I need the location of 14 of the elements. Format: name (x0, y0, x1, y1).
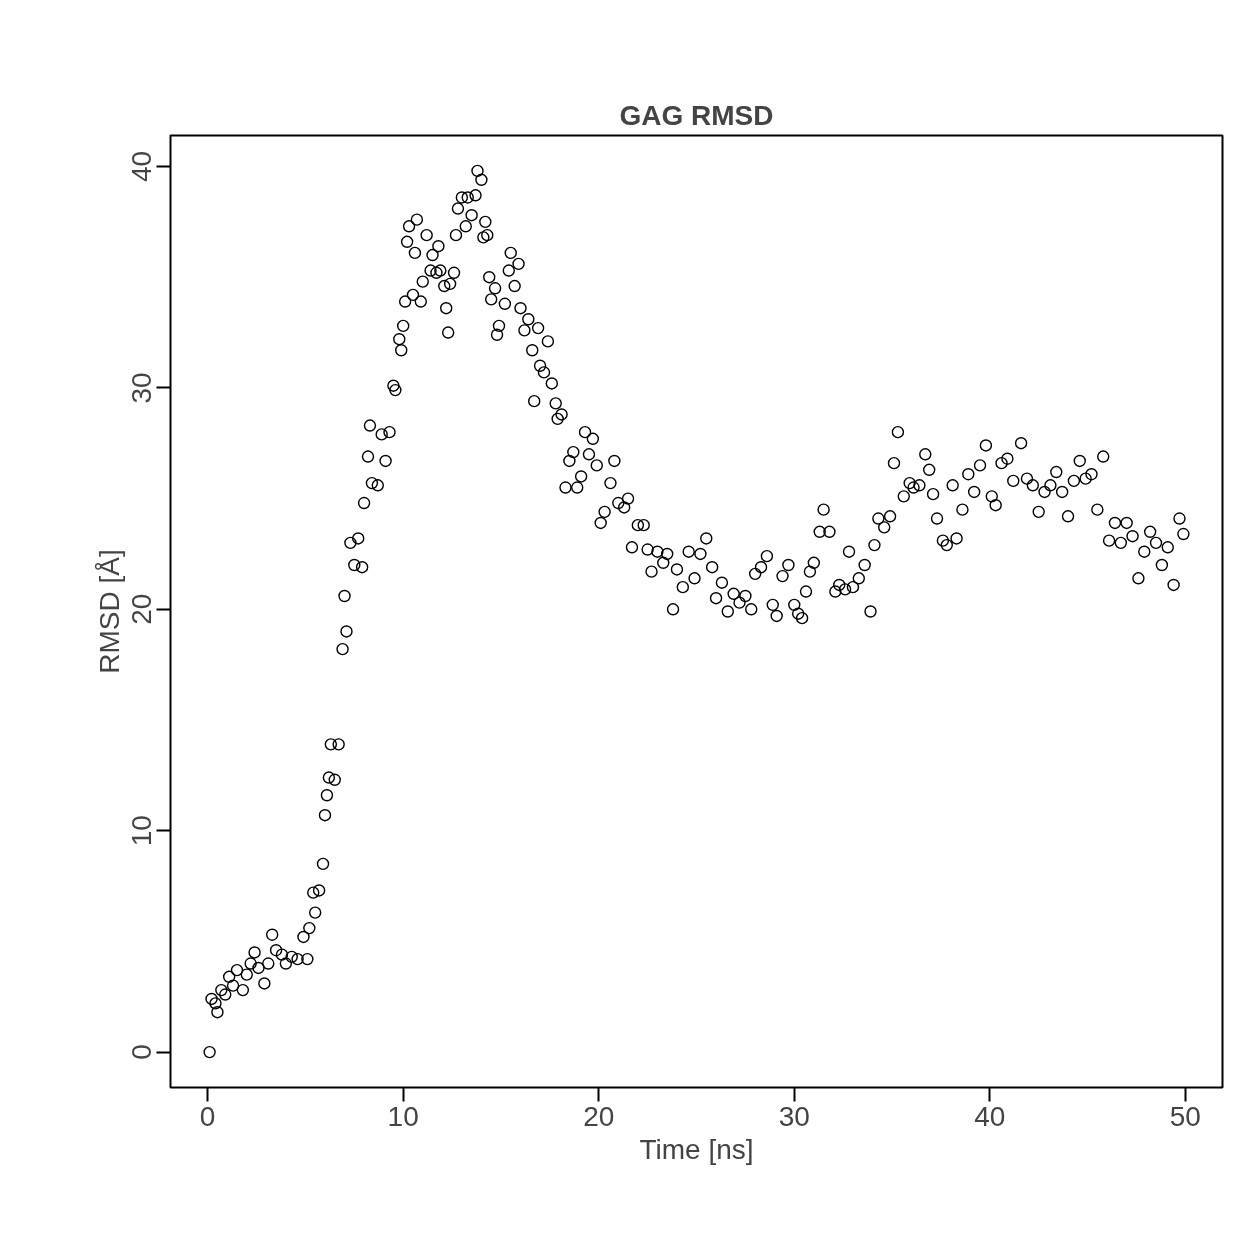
x-tick-label: 50 (1169, 1100, 1201, 1132)
y-tick-label: 30 (126, 372, 158, 404)
y-tick-label: 20 (126, 593, 158, 625)
y-tick-label: 0 (126, 1044, 158, 1060)
y-axis-title: RMSD [Å] (93, 549, 125, 674)
x-tick-label: 40 (974, 1100, 1006, 1132)
x-axis-title: Time [ns] (639, 1133, 754, 1165)
x-tick-label: 20 (583, 1100, 615, 1132)
chart-title: GAG RMSD (619, 99, 774, 131)
y-tick-label: 10 (126, 815, 158, 847)
x-tick-label: 30 (778, 1100, 810, 1132)
x-tick-label: 10 (387, 1100, 419, 1132)
y-tick-label: 40 (126, 150, 158, 183)
x-tick-label: 0 (199, 1100, 216, 1132)
